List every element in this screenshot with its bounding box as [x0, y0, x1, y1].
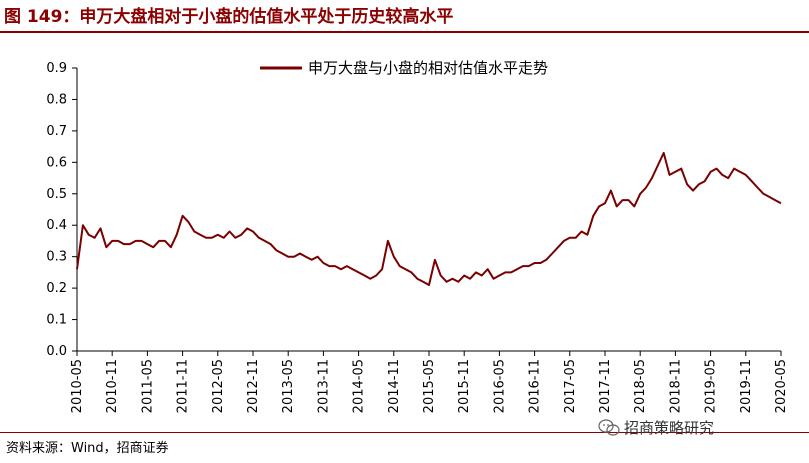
- y-tick-label: 0.5: [46, 187, 67, 202]
- legend-label: 申万大盘与小盘的相对估值水平走势: [308, 59, 548, 77]
- x-tick-label: 2018-11: [668, 359, 683, 413]
- y-tick-label: 0.8: [46, 92, 67, 107]
- y-tick-label: 0.7: [46, 124, 67, 139]
- line-chart: 0.00.10.20.30.40.50.60.70.80.9 2010-05 20…: [46, 59, 789, 413]
- x-tick-label: 2011-11: [176, 359, 191, 413]
- x-tick-label: 2015-11: [457, 359, 472, 413]
- x-tick-label: 2018-05: [633, 359, 648, 413]
- x-tick-label: 2017-11: [598, 359, 613, 413]
- x-tick-label: 2014-05: [352, 359, 367, 413]
- x-tick-label: 2019-05: [704, 359, 719, 413]
- watermark: 招商策略研究: [624, 419, 715, 437]
- x-tick-label: 2015-05: [422, 359, 437, 413]
- y-tick-label: 0.9: [46, 61, 67, 76]
- title-divider: [0, 31, 809, 33]
- y-tick-label: 0.4: [46, 218, 67, 233]
- wechat-icon: [598, 419, 620, 436]
- x-tick-label: 2013-11: [316, 359, 331, 413]
- x-tick-label: 2016-05: [492, 359, 507, 413]
- series-line: [76, 151, 782, 286]
- footer-divider: [0, 432, 809, 433]
- source-note: 资料来源：Wind，招商证券: [6, 441, 169, 456]
- y-axis: 0.0 0.1 0.2 0.3 0.4 0.5 0.6 0.7 0.8 0.9: [46, 61, 78, 359]
- y-tick-label: 0.3: [46, 250, 67, 265]
- x-tick-label: 2010-05: [70, 359, 85, 413]
- y-tick-label: 0.2: [46, 281, 67, 296]
- x-tick-label: 2019-11: [739, 359, 754, 413]
- legend: 申万大盘与小盘的相对估值水平走势: [260, 59, 548, 77]
- series-group: [76, 151, 782, 286]
- y-tick-label: 0.1: [46, 313, 67, 328]
- x-tick-label: 2020-05: [774, 359, 789, 413]
- x-tick-label: 2016-11: [528, 359, 543, 413]
- x-tick-label: 2017-05: [563, 359, 578, 413]
- x-tick-label: 2014-11: [387, 359, 402, 413]
- figure-title: 图 149：申万大盘相对于小盘的估值水平处于历史较高水平: [4, 7, 454, 27]
- x-tick-label: 2012-11: [246, 359, 261, 413]
- x-axis: 2010-05 2010-11 2011-05 2011-11 2012-05 2012-…: [70, 350, 789, 413]
- x-tick-label: 2011-05: [140, 359, 155, 413]
- y-tick-label: 0.6: [46, 155, 67, 170]
- x-tick-label: 2010-11: [105, 359, 120, 413]
- x-tick-label: 2012-05: [211, 359, 226, 413]
- x-tick-label: 2013-05: [281, 359, 296, 413]
- y-tick-label: 0.0: [46, 344, 67, 359]
